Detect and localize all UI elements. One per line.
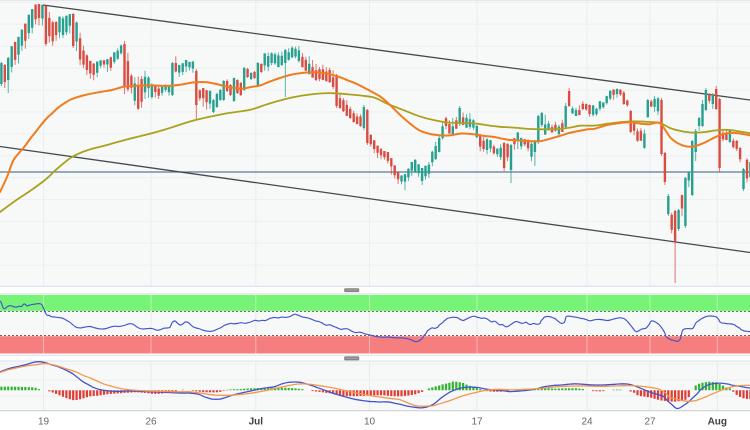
svg-text:19: 19: [38, 417, 50, 428]
svg-text:26: 26: [145, 417, 157, 428]
svg-text:24: 24: [581, 417, 593, 428]
svg-text:17: 17: [471, 417, 483, 428]
svg-text:27: 27: [644, 417, 656, 428]
svg-text:Aug: Aug: [708, 417, 727, 428]
svg-text:Jul: Jul: [249, 417, 264, 428]
svg-text:10: 10: [364, 417, 376, 428]
